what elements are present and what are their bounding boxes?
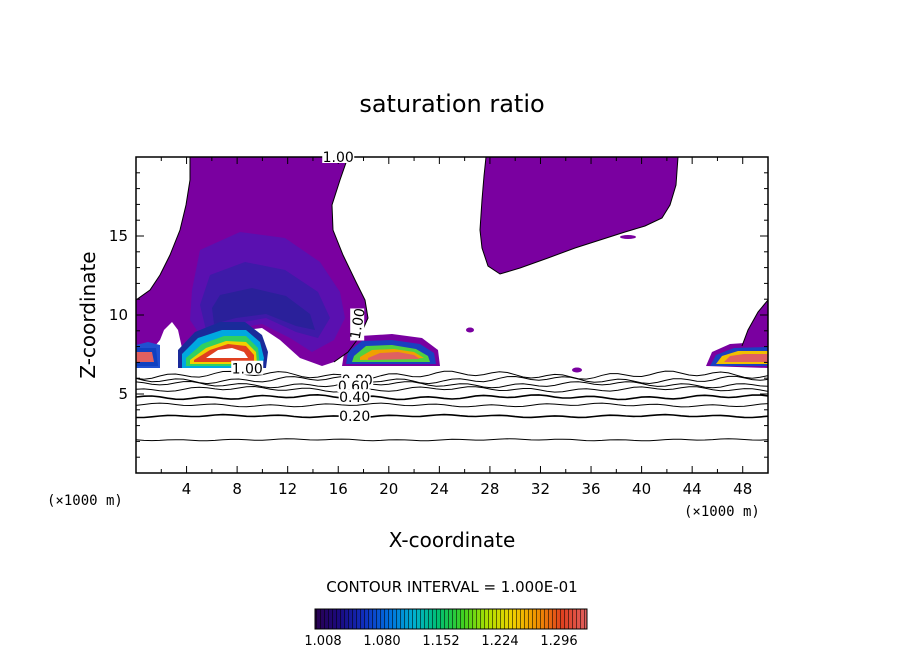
contour-interval-label: CONTOUR INTERVAL = 1.000E-01: [326, 578, 577, 596]
y-axis-label: Z-coordinate: [76, 251, 100, 378]
x-tick-label: 40: [632, 480, 651, 498]
contour-label: 0.40: [339, 390, 370, 406]
x-axis-ticks: 4 8 12 16 20 24 28 32 36 40 44 48: [160, 157, 752, 498]
x-tick-label: 16: [329, 480, 348, 498]
chart-title: saturation ratio: [359, 90, 544, 118]
y-axis-ticks: 5 10 15: [109, 172, 768, 458]
colorbar: [314, 608, 588, 630]
x-tick-label: 36: [581, 480, 600, 498]
x-axis-label: X-coordinate: [389, 528, 516, 552]
x-tick-label: 48: [733, 480, 752, 498]
small-blob-1: [466, 327, 474, 333]
x-tick-label: 32: [531, 480, 550, 498]
supersaturated-region-upper-right: [480, 157, 678, 274]
cloud-core-left-6: [206, 348, 248, 358]
contour-labels: 1.001.001.000.800.600.400.20: [231, 149, 374, 425]
y-tick-label: 15: [109, 227, 128, 245]
contour-label: 1.00: [348, 307, 369, 340]
contour-label: 0.20: [339, 409, 370, 425]
x-unit-right: (×1000 m): [684, 504, 760, 520]
x-tick-label: 8: [232, 480, 242, 498]
contour-line: [136, 380, 768, 389]
cloud-core-right-4: [724, 354, 768, 362]
contour-line: [136, 413, 768, 419]
colorbar-tick-label: 1.296: [540, 634, 577, 649]
contour-line: [136, 402, 768, 408]
contour-label-background: [338, 389, 371, 404]
contour-line: [136, 438, 768, 442]
contour-label-background: [337, 378, 370, 393]
contour-line: [136, 385, 768, 393]
contour-label: 1.00: [232, 362, 263, 378]
x-tick-label: 4: [182, 480, 192, 498]
colorbar-tick-label: 1.152: [422, 634, 459, 649]
x-tick-label: 24: [430, 480, 449, 498]
contour-1.00-outline: [136, 157, 768, 363]
colorbar-frame: [314, 608, 588, 630]
cloud-core-middle-5: [368, 352, 420, 360]
colorbar-ticks: 1.008 1.080 1.152 1.224 1.296: [304, 634, 577, 649]
contour-line: [136, 393, 768, 401]
contour-line: [136, 375, 768, 385]
supersaturated-region-right-edge: [742, 300, 768, 352]
colorbar-tick-label: 1.080: [363, 634, 400, 649]
x-unit-left: (×1000 m): [47, 493, 123, 509]
colorbar-stripes: [315, 609, 587, 629]
contour-label: 1.00: [323, 150, 354, 166]
x-tick-label: 44: [683, 480, 702, 498]
contour-label-background: [350, 308, 365, 341]
contour-label-background: [322, 149, 355, 163]
x-tick-label: 12: [278, 480, 297, 498]
x-tick-label: 20: [379, 480, 398, 498]
colorbar-tick-label: 1.008: [304, 634, 341, 649]
contour-label-background: [338, 408, 371, 423]
plot-area: [136, 157, 768, 473]
y-tick-label: 5: [118, 385, 128, 403]
x-tick-label: 28: [480, 480, 499, 498]
small-blob-3: [620, 235, 636, 239]
colorbar-tick-label: 1.224: [481, 634, 518, 649]
small-blob-2: [572, 367, 582, 373]
contour-label-background: [231, 360, 264, 375]
cloud-core-edge-2: [136, 352, 154, 362]
plume-inner-3: [212, 288, 315, 330]
y-tick-label: 10: [109, 306, 128, 324]
